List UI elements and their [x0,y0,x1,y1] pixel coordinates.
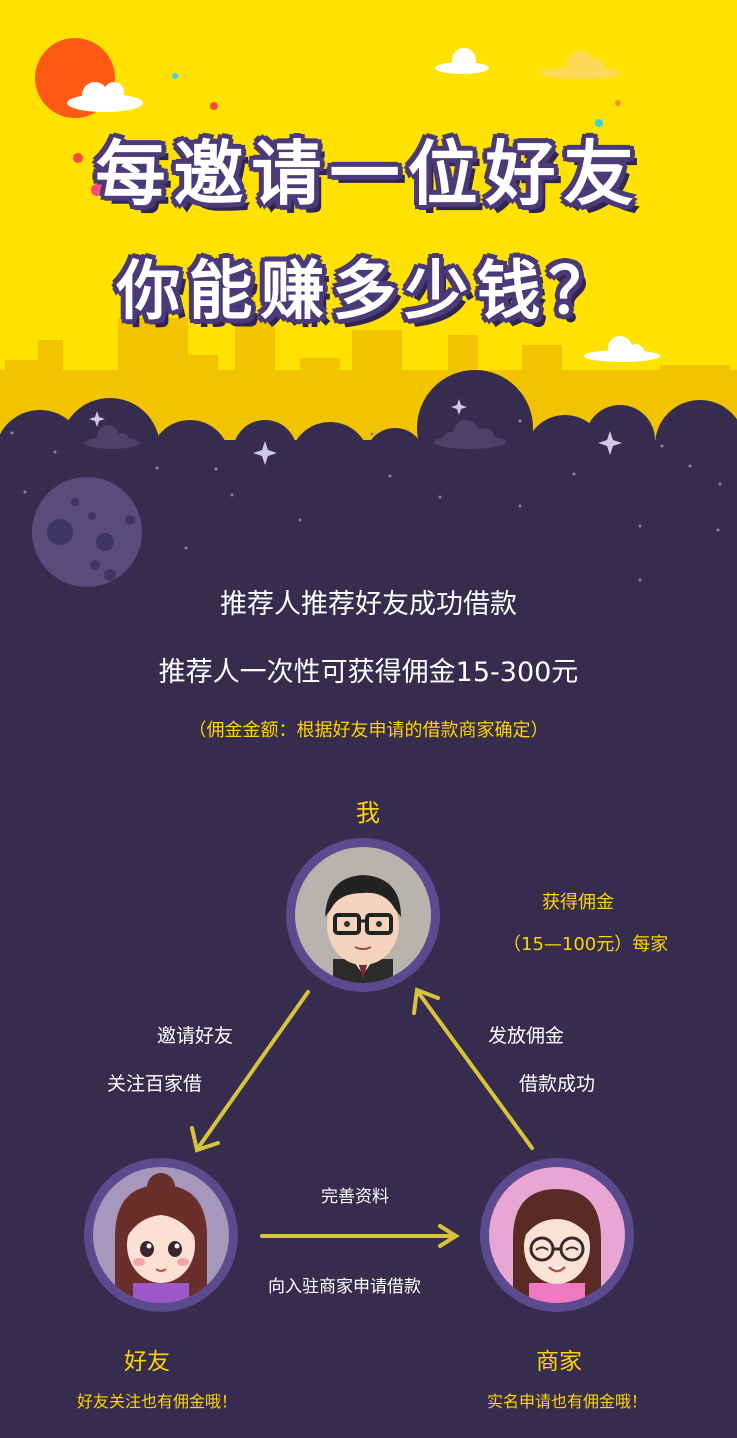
left-edge-line1: 邀请好友 [157,1025,234,1047]
cloud-icon [584,336,660,362]
arrow-merchant-to-me [416,990,534,1150]
cloud-icon [435,48,489,74]
merchant-avatar [480,1158,634,1312]
me-reward-title: 获得佣金 [542,892,614,913]
cloud-icon [67,82,143,112]
cloud-icon [540,51,620,79]
friend-label: 好友 [124,1349,170,1375]
intro-line1: 推荐人推荐好友成功借款 [220,589,517,620]
hero-title-line2: 你能赚多少钱？ [116,255,621,329]
girl-avatar-icon [115,1173,207,1303]
cloud-icon [434,420,506,449]
right-edge-line2: 借款成功 [519,1073,596,1095]
left-edge-line2: 关注百家借 [107,1073,203,1095]
star-icon [89,399,622,465]
bottom-edge-line2: 向入驻商家申请借款 [268,1277,421,1297]
friend-note: 好友关注也有佣金哦！ [77,1392,238,1411]
girl-with-glasses-icon [513,1189,601,1303]
me-avatar [286,838,440,992]
intro-line2: 推荐人一次性可获得佣金15-300元 [158,657,579,688]
right-edge-line1: 发放佣金 [488,1025,565,1047]
merchant-label: 商家 [536,1349,582,1375]
hero-title-line1: 每邀请一位好友 [95,133,642,215]
me-label: 我 [356,799,380,827]
me-reward-detail: （15—100元）每家 [503,934,669,955]
arrow-me-to-friend [196,990,310,1150]
merchant-note: 实名申请也有佣金哦！ [487,1392,648,1411]
moon-icon [32,477,142,587]
cloud-icon [84,425,140,449]
intro-note: （佣金金额：根据好友申请的借款商家确定） [188,720,549,741]
night-sky [0,370,737,620]
friend-avatar [84,1158,238,1312]
bottom-edge-line1: 完善资料 [321,1187,389,1207]
man-with-glasses-icon [325,875,401,983]
